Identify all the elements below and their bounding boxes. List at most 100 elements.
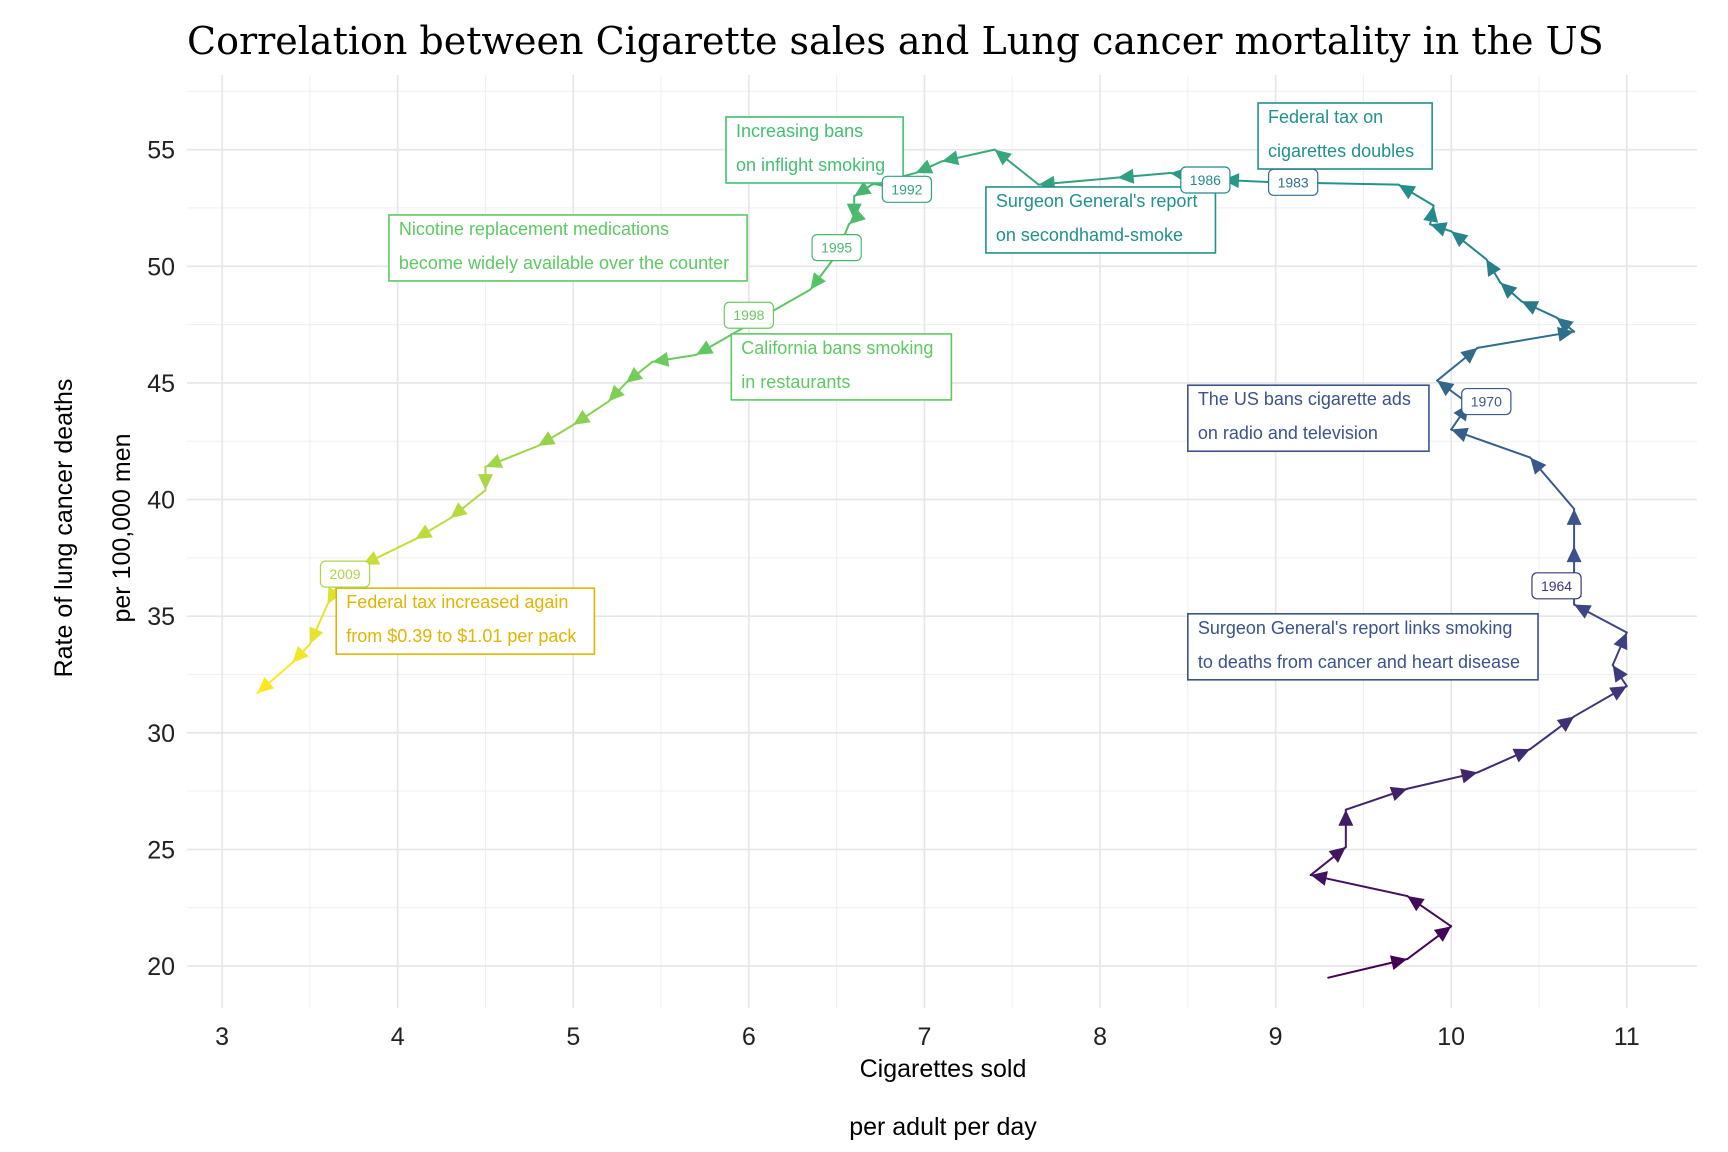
y-tick-label: 35 (147, 603, 175, 631)
path-arrowhead (1574, 604, 1592, 619)
annotation-box: Increasing bans on inflight smoking (725, 116, 904, 184)
x-tick-label: 9 (1269, 1023, 1283, 1051)
path-arrowhead (1557, 326, 1575, 342)
annotation-box: Nicotine replacement medications become … (388, 214, 748, 282)
annotation-box: Federal tax increased again from $0.39 t… (335, 587, 596, 655)
y-tick-label: 55 (147, 137, 175, 165)
year-label-frame (1461, 387, 1512, 416)
year-label-frame (1180, 166, 1231, 194)
annotation-box: Surgeon General's report on secondhamd-s… (985, 186, 1217, 254)
annotation-frame (388, 214, 748, 282)
annotations: Surgeon General's report links smoking t… (319, 102, 1582, 681)
path-arrowhead (1451, 231, 1469, 248)
y-tick-label: 25 (147, 836, 175, 864)
year-label: 1970 (1461, 387, 1512, 416)
annotation-text: on inflight smoking (736, 155, 885, 175)
x-tick-label: 8 (1093, 1023, 1107, 1051)
year-label-text: 1998 (733, 307, 764, 323)
x-axis-label-unit: per adult per day (849, 1113, 1037, 1141)
annotation-text: become widely available over the counter (399, 253, 729, 273)
path-arrowhead (573, 409, 591, 425)
year-label-frame (881, 175, 933, 203)
path-segment (1309, 874, 1409, 898)
path-arrowhead (1423, 205, 1439, 223)
y-axis-label-unit: per 100,000 men (108, 433, 136, 622)
y-tick-label: 50 (147, 253, 175, 281)
year-label-frame (319, 560, 371, 588)
path-arrowhead (292, 645, 309, 663)
annotation-text: to deaths from cancer and heart disease (1198, 652, 1520, 672)
annotation-text: Federal tax on (1268, 107, 1383, 127)
year-label: 1983 (1267, 168, 1319, 196)
annotation-text: Increasing bans (736, 121, 863, 141)
path-arrowhead (1556, 317, 1574, 334)
x-tick-label: 10 (1437, 1023, 1465, 1051)
path-arrowhead (854, 181, 872, 197)
x-axis-ticks: 3 4 5 6 7 8 9 10 11 (215, 1023, 1640, 1051)
annotation-box: California bans smoking in restaurants (730, 333, 953, 401)
path-arrowhead (1437, 380, 1455, 397)
path-arrowhead (1407, 896, 1425, 912)
path-arrowhead (1556, 716, 1575, 733)
annotation-text: The US bans cigarette ads (1198, 389, 1411, 409)
year-label-frame (811, 234, 862, 262)
annotation-text: cigarettes doubles (1268, 141, 1414, 161)
path-arrowhead (450, 502, 468, 519)
annotation-text: from $0.39 to $1.01 per pack (346, 626, 577, 646)
x-tick-label: 3 (215, 1023, 229, 1051)
path-arrowhead (696, 340, 714, 355)
path-arrowhead (1389, 786, 1408, 802)
path-arrowhead (1460, 347, 1478, 364)
year-label: 1986 (1180, 166, 1231, 194)
path-arrowhead (846, 203, 862, 220)
y-tick-label: 30 (147, 720, 175, 748)
y-axis-label: Rate of lung cancer deaths (50, 379, 78, 678)
path-arrowhead (1566, 546, 1582, 563)
path-arrowhead (1338, 809, 1354, 826)
annotation-text: Surgeon General's report (996, 191, 1198, 211)
annotation-box: The US bans cigarette ads on radio and t… (1187, 384, 1430, 453)
path-arrowhead (1500, 282, 1518, 299)
path-arrowhead (1310, 871, 1328, 886)
annotation-frame (1257, 102, 1433, 170)
path-arrowhead (1389, 955, 1408, 970)
year-label-frame (723, 301, 775, 329)
annotation-text: Nicotine replacement medications (399, 219, 669, 239)
path-arrowhead (257, 676, 275, 694)
path-arrowhead (1609, 686, 1627, 701)
annotation-box: Federal tax on cigarettes doubles (1257, 102, 1433, 170)
path-arrowhead (477, 474, 493, 491)
path-arrowhead (1530, 457, 1547, 475)
y-tick-label: 45 (147, 370, 175, 398)
year-label-frame (1531, 572, 1582, 600)
annotation-frame (335, 587, 596, 655)
x-tick-label: 11 (1614, 1023, 1640, 1051)
path-arrowhead (1117, 168, 1135, 184)
year-label-text: 1992 (891, 181, 922, 197)
y-axis-ticks: 20 25 30 35 40 45 50 55 (147, 137, 175, 981)
path-arrowhead (1433, 926, 1452, 942)
year-label-text: 1986 (1190, 172, 1221, 188)
path-arrowhead (810, 272, 826, 290)
path-arrowhead (1460, 768, 1478, 784)
x-tick-label: 7 (917, 1023, 931, 1051)
path-arrowhead (608, 384, 625, 402)
year-label: 1992 (881, 175, 933, 203)
path-arrowhead (1430, 222, 1448, 237)
path-arrowhead (327, 586, 342, 605)
path-arrowhead (309, 626, 324, 645)
path-arrowhead (1222, 173, 1240, 189)
year-label: 1998 (723, 301, 775, 329)
year-label-frame (1267, 168, 1319, 196)
path-arrowhead (1613, 632, 1628, 651)
year-label: 2009 (319, 560, 371, 588)
path-arrowhead (1486, 259, 1501, 277)
y-tick-label: 40 (147, 487, 175, 515)
path-segment (1476, 330, 1576, 349)
path-arrowhead (485, 453, 504, 468)
path-arrowhead (915, 159, 934, 174)
path-arrowhead (652, 351, 670, 367)
annotation-text: Federal tax increased again (346, 592, 568, 612)
annotation-frame (1187, 384, 1430, 453)
annotation-frame (725, 116, 904, 184)
